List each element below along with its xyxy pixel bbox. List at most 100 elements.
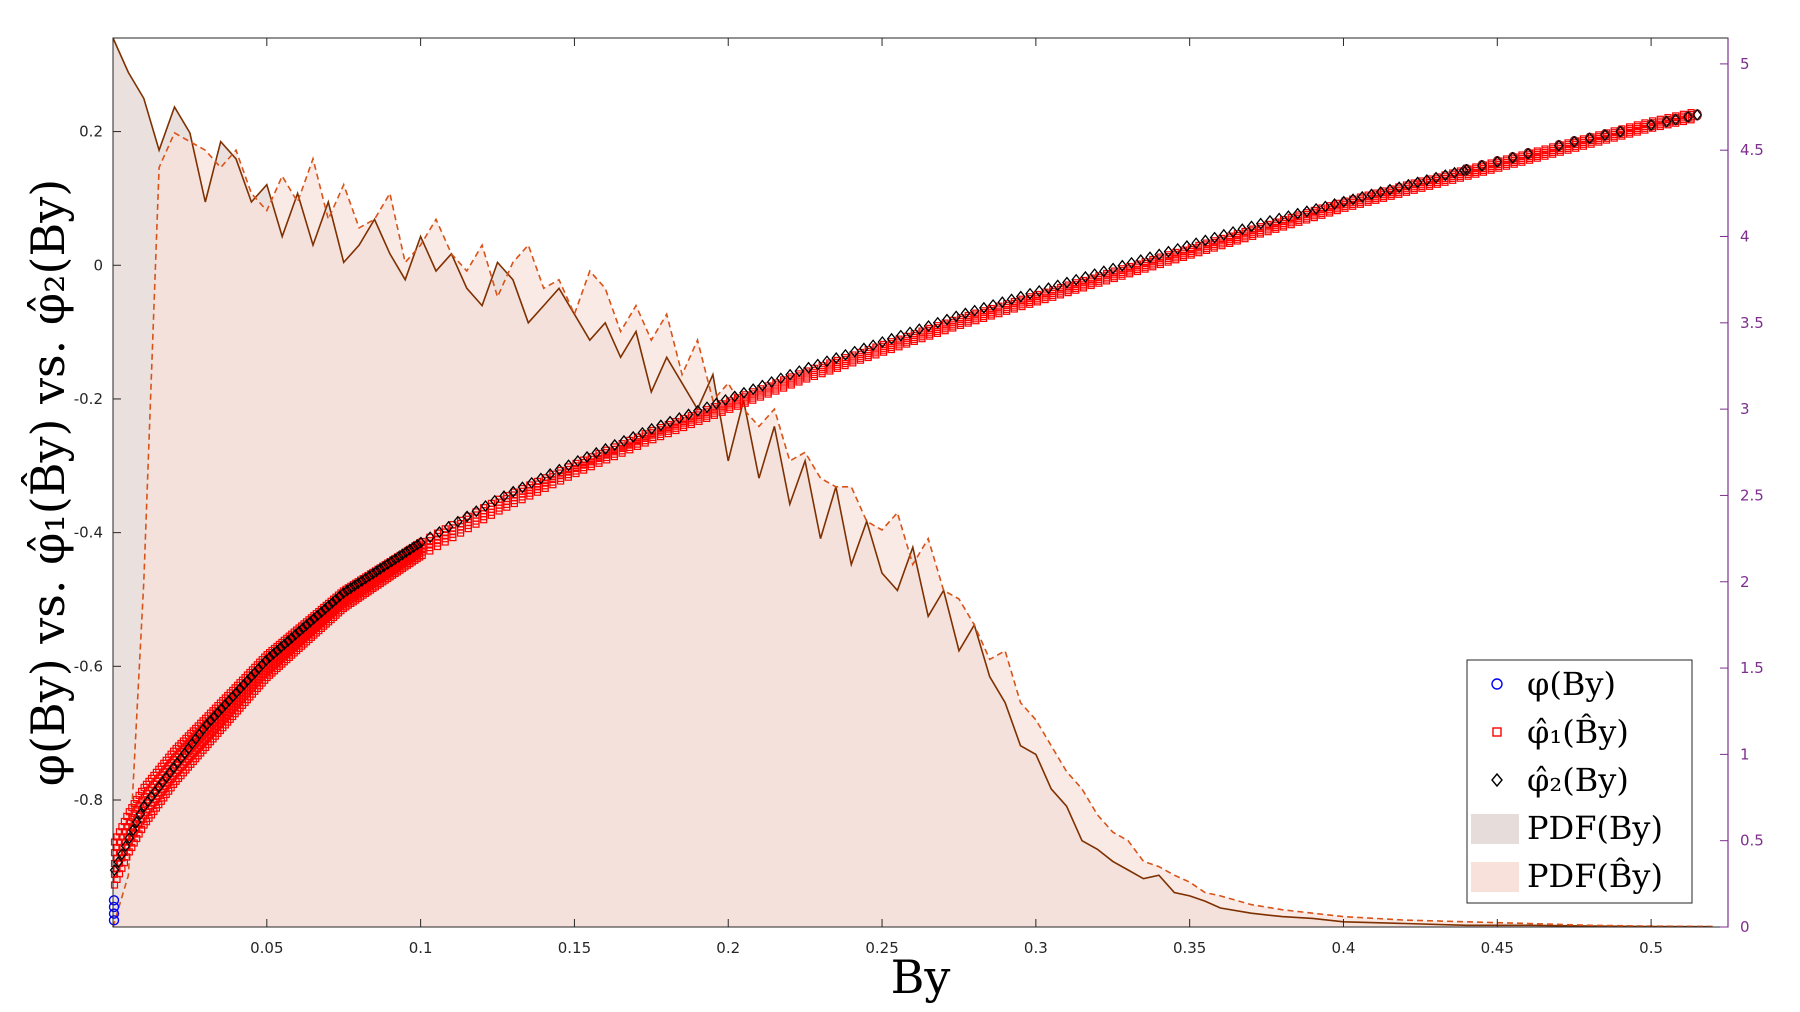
marker-phi2 (1385, 183, 1395, 196)
marker-phi1 (879, 346, 888, 354)
marker-phi1 (903, 336, 911, 344)
marker-phi2 (1357, 190, 1368, 203)
marker-phi1 (941, 327, 949, 335)
marker-phi2 (1692, 108, 1702, 121)
marker-phi2 (739, 386, 749, 399)
marker-phi1 (864, 346, 872, 354)
marker-phi2 (1584, 132, 1595, 145)
marker-phi2 (591, 446, 602, 459)
marker-phi2 (711, 397, 722, 410)
marker-phi2 (932, 316, 943, 329)
marker-phi1 (1633, 121, 1641, 129)
marker-phi2 (375, 562, 386, 575)
marker-phi1 (679, 415, 688, 423)
marker-phi2 (729, 390, 740, 403)
marker-phi1 (949, 320, 957, 328)
y-right-tick-label: 0 (1740, 918, 1750, 936)
marker-phi2 (1099, 265, 1109, 278)
marker-phi2 (988, 298, 998, 312)
marker-phi1 (887, 343, 895, 352)
marker-phi2 (257, 658, 268, 671)
marker-phi1 (1372, 189, 1380, 197)
marker-phi1 (772, 379, 780, 387)
marker-phi2 (209, 710, 220, 723)
marker-phi1 (587, 453, 595, 461)
marker-phi2 (235, 682, 245, 695)
marker-phi1 (764, 390, 772, 398)
marker-phi2 (628, 430, 639, 443)
legend-icon-patch (1471, 814, 1519, 844)
marker-phi1 (1118, 265, 1126, 273)
marker-phi2 (1071, 273, 1081, 286)
y-left-tick-label: 0 (93, 256, 103, 274)
marker-phi2 (1052, 279, 1063, 292)
marker-phi1 (995, 310, 1003, 318)
marker-phi2 (309, 612, 319, 625)
marker-phi1 (779, 384, 788, 392)
marker-phi1 (872, 351, 880, 359)
y-right-tick-label: 2 (1740, 573, 1750, 591)
marker-phi1 (849, 357, 857, 365)
marker-phi2 (1403, 178, 1414, 191)
marker-phi2 (720, 393, 731, 407)
marker-phi2 (1461, 163, 1472, 176)
marker-phi2 (683, 408, 694, 421)
marker-phi2 (316, 606, 327, 619)
marker-phi2 (508, 485, 519, 498)
axes-layer: 0.05 0.1 0.15 0.2 0.25 0.3 0.35 0.4 0.45 0.5-0.8-… (21, 37, 1764, 1004)
pdf-area-1 (113, 132, 1713, 927)
marker-phi1 (1002, 305, 1011, 314)
marker-phi1 (926, 332, 934, 340)
legend-label: PDF(By) (1527, 809, 1663, 847)
marker-phi1 (810, 372, 819, 380)
marker-phi1 (649, 426, 657, 435)
marker-phi2 (331, 593, 341, 606)
y-axis-label: φ(By) vs. φ̂₁(B̂y) vs. φ̂₂(By) (21, 179, 75, 786)
marker-phi1 (818, 370, 826, 378)
marker-phi1 (298, 642, 306, 650)
marker-phi2 (951, 310, 962, 323)
legend-icon-square (1492, 727, 1502, 737)
marker-phi1 (826, 365, 834, 373)
marker-phi2 (231, 686, 242, 699)
marker-phi (108, 915, 120, 926)
marker-phi2 (264, 651, 275, 664)
marker-phi1 (879, 348, 888, 356)
marker-phi2 (272, 644, 282, 657)
legend-label: φ̂₂(By) (1527, 761, 1629, 799)
marker-phi2 (109, 864, 120, 877)
marker-phi1 (910, 335, 918, 344)
marker-phi1 (1541, 145, 1549, 153)
marker-phi1 (1141, 258, 1149, 266)
legend-icon-diamond (1491, 772, 1503, 788)
marker-phi1 (549, 470, 557, 478)
marker-phi2 (434, 526, 445, 539)
marker-phi2 (297, 622, 308, 635)
marker-phi1 (756, 393, 765, 401)
marker-phi2 (249, 666, 260, 679)
y-right-tick-label: 3.5 (1740, 314, 1764, 332)
marker-phi1 (779, 382, 788, 390)
marker-phi2 (113, 856, 124, 869)
y-left-tick-label: -0.8 (74, 791, 103, 809)
marker-phi2 (849, 345, 860, 358)
marker-phi2 (692, 404, 703, 417)
marker-phi2 (757, 379, 768, 392)
marker-phi1 (503, 492, 511, 500)
marker-phi2 (1015, 290, 1026, 303)
marker-phi2 (453, 515, 463, 528)
marker-phi1 (1049, 286, 1057, 294)
marker-phi1 (310, 631, 318, 639)
marker-phi1 (1179, 250, 1188, 258)
marker-phi1 (1087, 278, 1095, 286)
marker-phi2 (1375, 186, 1386, 199)
marker-phi1 (856, 352, 865, 360)
marker-phi2 (1440, 169, 1451, 182)
marker-phi2 (646, 422, 657, 435)
marker-phi (108, 901, 120, 913)
marker-phi2 (443, 520, 454, 533)
marker-phi1 (266, 648, 274, 657)
marker-phi1 (526, 481, 534, 489)
marker-phi2 (637, 426, 648, 439)
marker-phi2 (517, 481, 528, 494)
